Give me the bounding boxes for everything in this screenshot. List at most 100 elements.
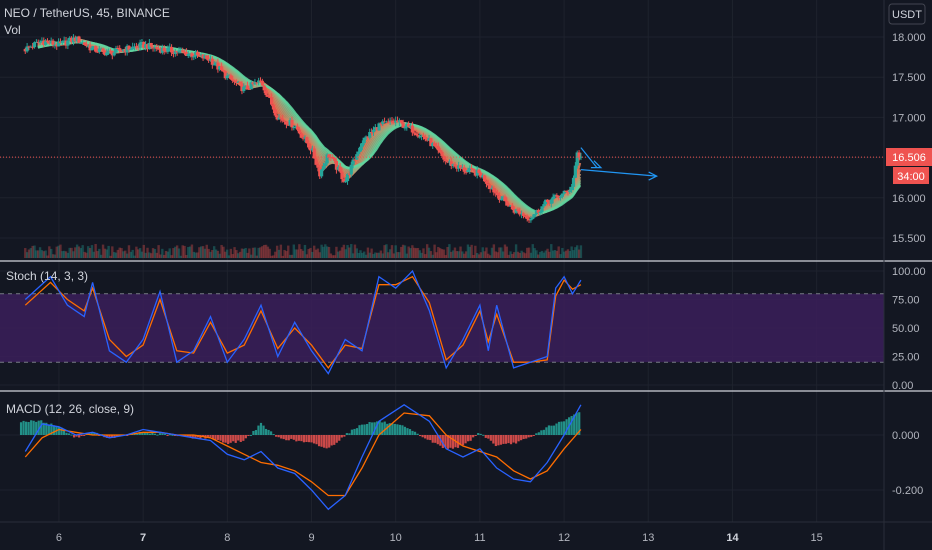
candle-body-267 <box>518 211 522 215</box>
candle-body-300 <box>579 156 583 158</box>
candle-body-160 <box>320 169 324 177</box>
macd-hist-bar-175 <box>461 435 465 446</box>
currency-badge[interactable]: USDT <box>892 9 922 21</box>
volume-bar-0 <box>24 248 27 258</box>
candle-body-92 <box>194 52 198 57</box>
candles[interactable] <box>23 34 583 223</box>
candle-body-61 <box>136 46 140 48</box>
macd-label[interactable]: MACD (12, 26, close, 9) <box>6 402 134 416</box>
candle-body-115 <box>236 81 240 83</box>
volume-bar-69 <box>151 248 155 258</box>
candle-body-219 <box>429 138 433 147</box>
candle-body-76 <box>164 50 168 52</box>
volume-bar-280 <box>542 252 546 258</box>
volume-bar-219 <box>429 251 433 258</box>
x-axis[interactable]: 6 7 8 9 10 11 12 13 14 15 <box>56 532 823 544</box>
candle-body-79 <box>169 46 174 53</box>
volume-bar-177 <box>351 253 355 258</box>
volume-bar-11 <box>44 250 47 258</box>
volume-bar-222 <box>435 252 438 258</box>
volume-bar-260 <box>505 246 509 258</box>
volume-bar-71 <box>155 252 158 258</box>
volume-bar-19 <box>59 244 62 258</box>
macd-hist-bar-121 <box>325 435 328 449</box>
volume-label[interactable]: Vol <box>4 23 21 37</box>
volume-bar-213 <box>418 250 421 258</box>
candle-body-169 <box>336 166 340 170</box>
volume-bar-169 <box>337 251 340 258</box>
volume-bar-290 <box>561 247 564 258</box>
candle-body-211 <box>414 133 418 136</box>
candle-body-155 <box>310 148 314 151</box>
volume-bar-84 <box>179 255 183 258</box>
candle-body-81 <box>173 51 177 54</box>
volume-bar-262 <box>509 251 512 258</box>
candle-body-27 <box>73 37 77 42</box>
candle-body-209 <box>410 125 414 133</box>
candle-body-62 <box>138 42 142 48</box>
volume-bar-189 <box>374 252 377 258</box>
volume-bar-124 <box>253 247 257 258</box>
candle-body-136 <box>275 115 279 120</box>
candle-body-234 <box>457 165 461 169</box>
volume-bar-175 <box>348 247 351 258</box>
volume-bar-77 <box>166 251 170 258</box>
volume-bar-38 <box>94 244 97 258</box>
macd-hist-bar-57 <box>163 434 167 436</box>
candle-body-154 <box>308 147 313 151</box>
candle-body-71 <box>155 47 159 49</box>
symbol-title[interactable]: NEO / TetherUS, 45, BINANCE <box>4 6 170 20</box>
macd-hist-bar-89 <box>244 435 247 439</box>
currency-badge-frame[interactable] <box>888 3 926 25</box>
volume-bar-65 <box>144 252 147 258</box>
volume-bar-76 <box>164 250 168 258</box>
candle-body-38 <box>94 46 98 52</box>
macd-pane[interactable] <box>19 404 582 511</box>
candle-body-283 <box>547 202 552 204</box>
candle-body-299 <box>577 152 581 158</box>
volume-bar-241 <box>470 244 473 258</box>
macd-hist-bar-218 <box>570 415 573 435</box>
macd-hist-bar-127 <box>340 435 343 438</box>
candle-body-198 <box>390 120 394 122</box>
stoch-pane[interactable] <box>0 269 884 375</box>
macd-hist-bar-103 <box>280 435 283 439</box>
macd-hist-bar-192 <box>504 435 508 444</box>
candle-body-273 <box>529 218 533 221</box>
candle-body-52 <box>119 50 124 52</box>
candle-body-12 <box>45 41 50 43</box>
candle-body-193 <box>381 121 385 125</box>
candle-body-159 <box>318 167 322 177</box>
candle-body-263 <box>510 205 514 210</box>
date-tick-1: 7 <box>140 532 146 544</box>
candle-body-248 <box>483 175 487 182</box>
candle-body-164 <box>327 154 331 157</box>
volume-bar-61 <box>137 249 140 258</box>
candle-body-75 <box>162 47 166 51</box>
macd-hist-bar-140 <box>373 422 376 435</box>
volume-bar-104 <box>216 250 220 258</box>
candle-body-196 <box>386 121 390 123</box>
candle-body-133 <box>269 97 274 105</box>
candle-body-204 <box>401 122 405 128</box>
candle-body-40 <box>97 48 101 52</box>
projection-arrow <box>580 147 659 181</box>
volume-bar-229 <box>448 244 451 258</box>
macd-hist-bar-101 <box>275 435 278 437</box>
volume-bar-268 <box>520 250 523 258</box>
candle-body-177 <box>351 159 355 165</box>
candle-body-201 <box>395 120 400 123</box>
candle-body-174 <box>345 173 350 182</box>
candle-body-237 <box>462 167 466 172</box>
macd-hist-bar-22 <box>75 435 78 437</box>
volume-bar-176 <box>350 244 353 258</box>
volume-bar-31 <box>81 245 84 258</box>
macd-hist-bar-207 <box>542 429 545 435</box>
volume-bar-49 <box>114 252 118 258</box>
candle-body-203 <box>399 120 403 123</box>
candle-body-226 <box>442 155 446 160</box>
stoch-label[interactable]: Stoch (14, 3, 3) <box>6 269 88 283</box>
macd-hist-bar-24 <box>80 435 83 436</box>
